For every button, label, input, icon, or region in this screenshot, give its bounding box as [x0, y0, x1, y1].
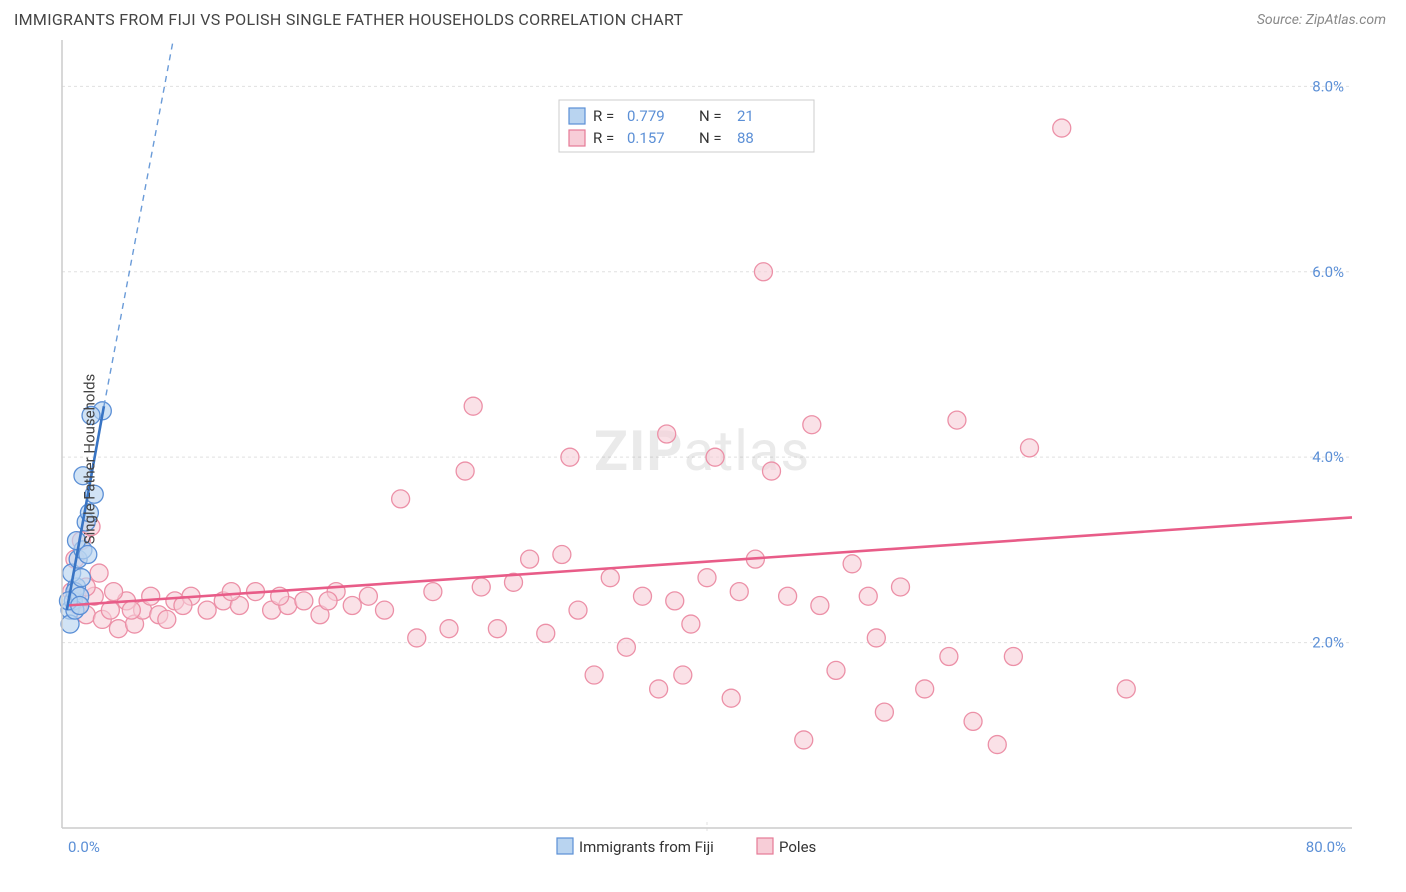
data-point-poles	[585, 666, 603, 684]
data-point-poles	[875, 703, 893, 721]
data-point-poles	[464, 397, 482, 415]
data-point-poles	[521, 550, 539, 568]
data-point-poles	[553, 546, 571, 564]
data-point-poles	[158, 610, 176, 628]
data-point-poles	[722, 689, 740, 707]
data-point-poles	[424, 583, 442, 601]
data-point-poles	[109, 620, 127, 638]
data-point-poles	[698, 569, 716, 587]
data-point-poles	[779, 587, 797, 605]
data-point-poles	[892, 578, 910, 596]
data-point-poles	[682, 615, 700, 633]
data-point-poles	[601, 569, 619, 587]
y-axis-label: Single Father Households	[80, 374, 98, 545]
legend-n-value-fiji: 21	[737, 107, 754, 125]
data-point-poles	[827, 661, 845, 679]
data-point-poles	[666, 592, 684, 610]
data-point-poles	[319, 592, 337, 610]
chart-container: Single Father Households ZIPatlas2.0%4.0…	[14, 40, 1392, 878]
chart-title: IMMIGRANTS FROM FIJI VS POLISH SINGLE FA…	[14, 10, 683, 29]
legend-label-fiji: Immigrants from Fiji	[579, 838, 714, 856]
data-point-poles	[867, 629, 885, 647]
data-point-poles	[392, 490, 410, 508]
data-point-poles	[658, 425, 676, 443]
data-point-poles	[122, 601, 140, 619]
legend-n-value-poles: 88	[737, 129, 754, 147]
data-point-poles	[916, 680, 934, 698]
x-tick-label: 0.0%	[68, 838, 100, 856]
y-tick-label: 2.0%	[1312, 634, 1344, 652]
data-point-poles	[730, 583, 748, 601]
data-point-poles	[617, 638, 635, 656]
legend-r-value-poles: 0.157	[627, 129, 665, 147]
data-point-poles	[1117, 680, 1135, 698]
legend-r-label: R =	[593, 129, 614, 147]
data-point-poles	[811, 597, 829, 615]
source-attribution: Source: ZipAtlas.com	[1257, 12, 1386, 28]
data-point-poles	[948, 411, 966, 429]
data-point-poles	[964, 712, 982, 730]
data-point-poles	[754, 263, 772, 281]
data-point-poles	[843, 555, 861, 573]
data-point-poles	[142, 587, 160, 605]
legend-n-label: N =	[699, 129, 722, 147]
legend-swatch-poles	[757, 838, 773, 854]
legend-n-label: N =	[699, 107, 722, 125]
data-point-poles	[634, 587, 652, 605]
data-point-poles	[1053, 119, 1071, 137]
data-point-poles	[1021, 439, 1039, 457]
data-point-poles	[674, 666, 692, 684]
data-point-poles	[763, 462, 781, 480]
trendline-fiji-extrapolated	[104, 40, 173, 406]
data-point-poles	[706, 448, 724, 466]
legend-swatch-fiji	[569, 108, 585, 124]
scatter-chart: ZIPatlas2.0%4.0%6.0%8.0%0.0%80.0%R =0.77…	[14, 40, 1392, 878]
data-point-poles	[440, 620, 458, 638]
data-point-poles	[472, 578, 490, 596]
x-tick-label: 80.0%	[1306, 838, 1346, 856]
y-tick-label: 6.0%	[1312, 263, 1344, 281]
data-point-poles	[105, 583, 123, 601]
data-point-poles	[376, 601, 394, 619]
data-point-poles	[537, 624, 555, 642]
data-point-poles	[359, 587, 377, 605]
data-point-poles	[940, 647, 958, 665]
data-point-poles	[561, 448, 579, 466]
legend-r-label: R =	[593, 107, 614, 125]
data-point-poles	[222, 583, 240, 601]
data-point-poles	[988, 736, 1006, 754]
data-point-poles	[569, 601, 587, 619]
data-point-poles	[90, 564, 108, 582]
legend-swatch-poles	[569, 130, 585, 146]
data-point-poles	[456, 462, 474, 480]
data-point-poles	[295, 592, 313, 610]
data-point-poles	[650, 680, 668, 698]
data-point-poles	[795, 731, 813, 749]
y-tick-label: 8.0%	[1312, 77, 1344, 95]
legend-swatch-fiji	[557, 838, 573, 854]
y-tick-label: 4.0%	[1312, 448, 1344, 466]
trendline-poles	[67, 517, 1352, 605]
data-point-poles	[488, 620, 506, 638]
data-point-poles	[859, 587, 877, 605]
legend-r-value-fiji: 0.779	[627, 107, 665, 125]
legend-label-poles: Poles	[779, 838, 816, 856]
data-point-poles	[343, 597, 361, 615]
data-point-poles	[1004, 647, 1022, 665]
data-point-poles	[198, 601, 216, 619]
data-point-poles	[803, 416, 821, 434]
data-point-poles	[408, 629, 426, 647]
